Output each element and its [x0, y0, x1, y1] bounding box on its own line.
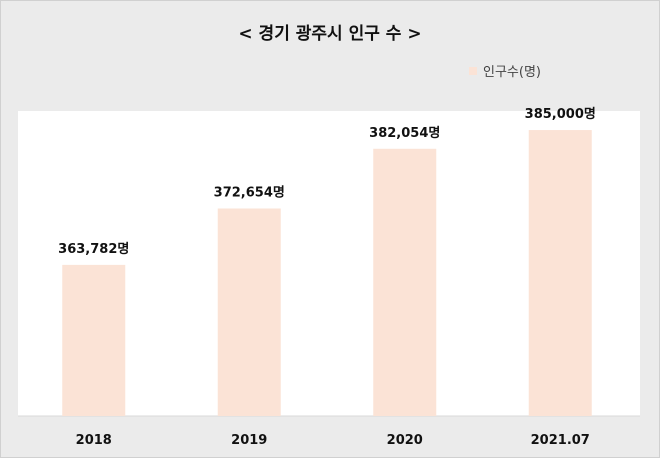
legend: 인구수(명) [469, 61, 541, 80]
legend-label: 인구수(명) [483, 65, 541, 80]
data-label-2021.07: 385,000명 [525, 106, 596, 122]
bar-2019 [217, 208, 281, 416]
data-label-2019: 372,654명 [214, 185, 285, 201]
x-tick-label-2020: 2020 [387, 433, 423, 448]
x-tick-label-2019: 2019 [231, 433, 267, 448]
bar-2018 [62, 264, 126, 416]
data-label-2018: 363,782명 [58, 241, 129, 257]
bar-2021.07 [528, 130, 592, 416]
x-tick-label-2018: 2018 [76, 433, 112, 448]
x-tick-label-2021.07: 2021.07 [531, 433, 590, 448]
legend-swatch [469, 66, 477, 75]
data-label-2020: 382,054명 [369, 125, 440, 141]
chart-title: < 경기 광주시 인구 수 > [238, 24, 422, 44]
bar-2020 [373, 148, 437, 417]
